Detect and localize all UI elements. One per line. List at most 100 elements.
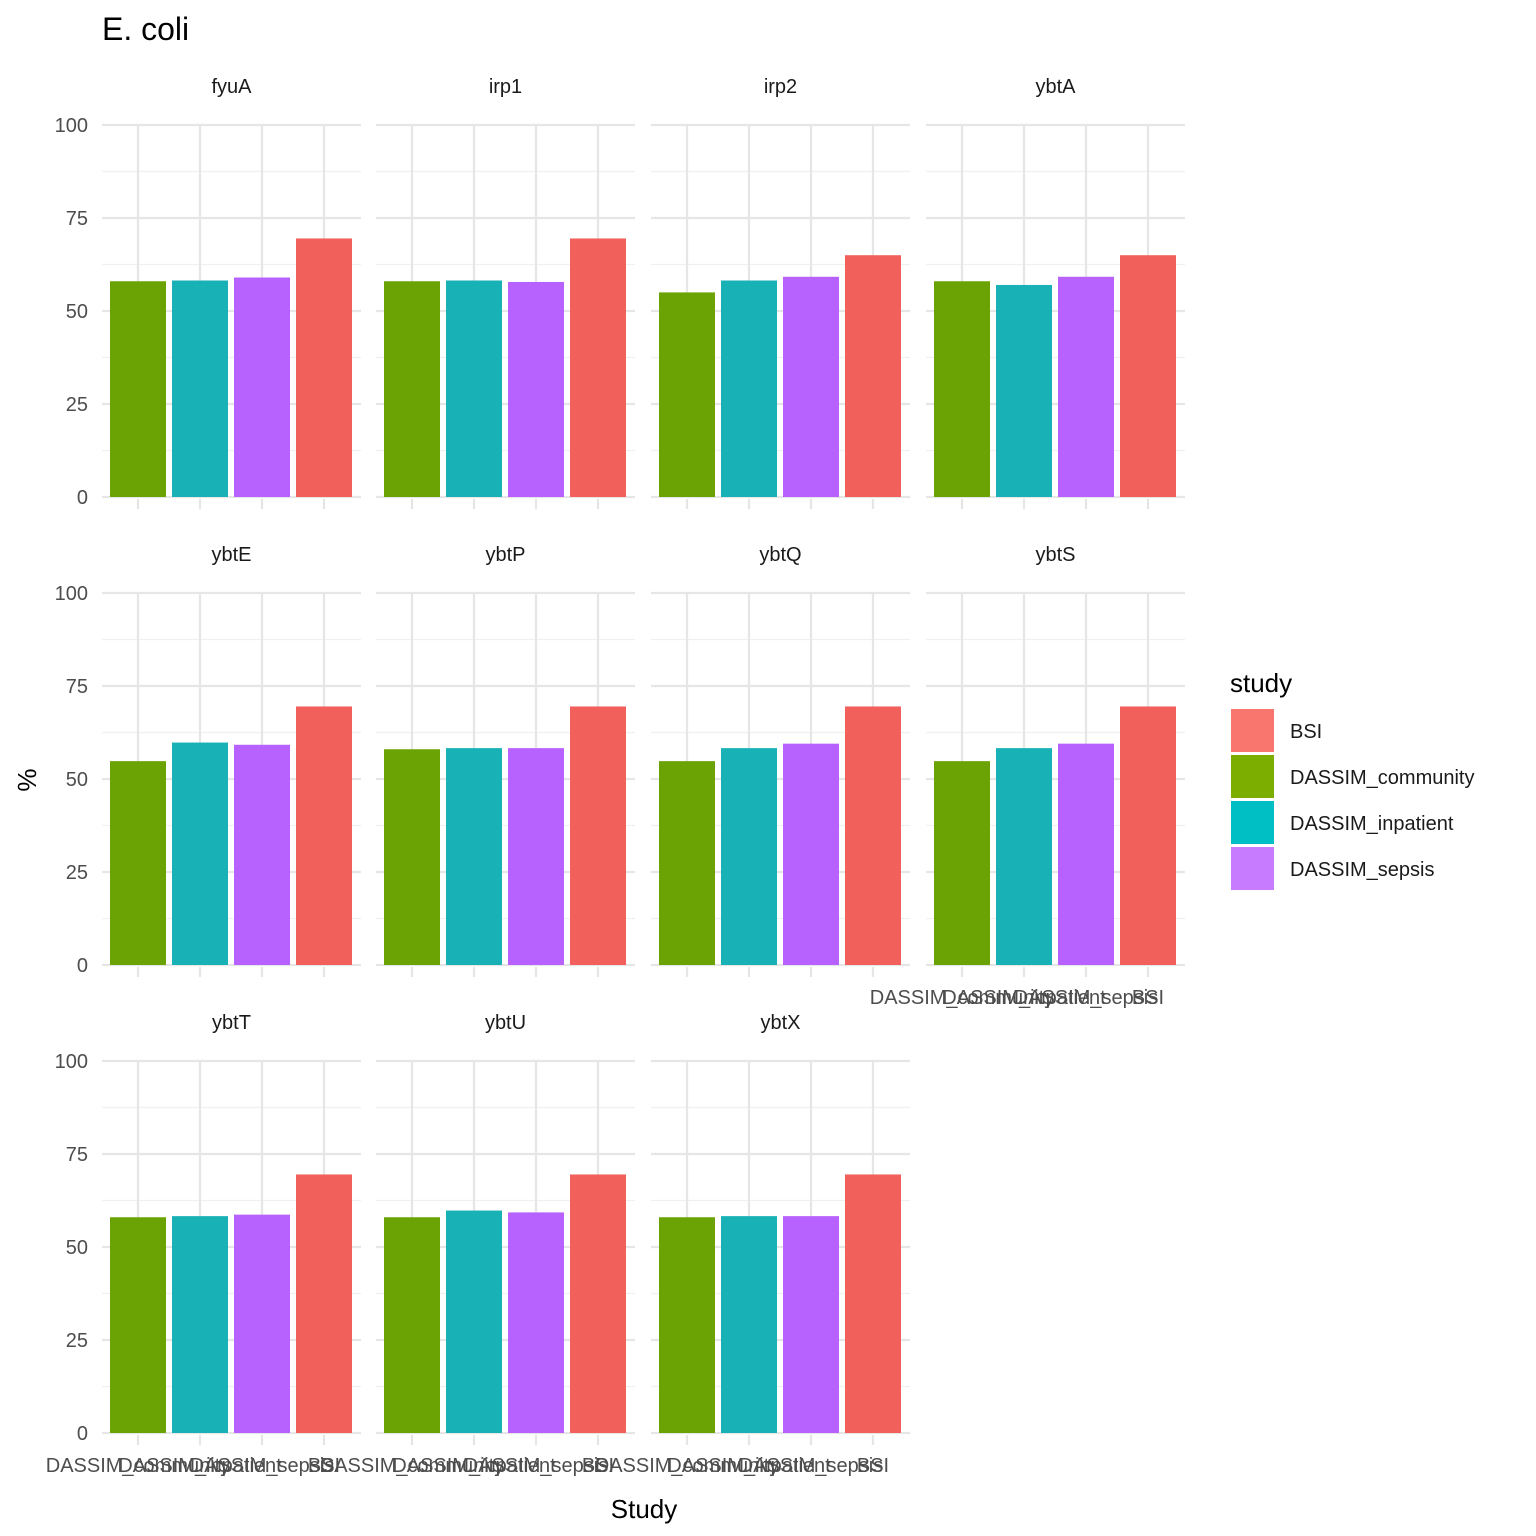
bar-ybtS-DASSIM_sepsis bbox=[1058, 743, 1114, 965]
legend-label-DASSIM_inpatient: DASSIM_inpatient bbox=[1290, 813, 1454, 835]
facet-panel-irp1: irp1 bbox=[376, 76, 635, 509]
bar-ybtX-BSI bbox=[845, 1174, 901, 1433]
x-tick-label: BSI bbox=[582, 1455, 614, 1477]
bar-irp2-DASSIM_inpatient bbox=[721, 280, 777, 497]
bar-fyuA-DASSIM_inpatient bbox=[172, 280, 228, 497]
y-tick-label: 25 bbox=[66, 862, 88, 884]
facet-panel-ybtE: ybtE 0 25 50 75 100 bbox=[55, 544, 361, 977]
facet-label-irp1: irp1 bbox=[489, 76, 522, 98]
bar-ybtT-DASSIM_inpatient bbox=[172, 1216, 228, 1433]
bar-fyuA-DASSIM_sepsis bbox=[234, 277, 290, 497]
legend-title: study bbox=[1230, 668, 1292, 698]
bar-ybtU-DASSIM_inpatient bbox=[446, 1210, 502, 1433]
chart-title: E. coli bbox=[102, 11, 189, 47]
facet-label-irp2: irp2 bbox=[764, 76, 797, 98]
bar-ybtA-DASSIM_inpatient bbox=[996, 284, 1052, 497]
facet-panel-ybtS: ybtS DASSIM_communityDASSIM_inpatientDASS… bbox=[870, 544, 1185, 1009]
bar-ybtS-DASSIM_inpatient bbox=[996, 748, 1052, 965]
facet-label-ybtS: ybtS bbox=[1035, 544, 1075, 566]
x-tick-label: DASSIM_sepsis bbox=[464, 1455, 609, 1477]
facet-label-ybtE: ybtE bbox=[211, 544, 251, 566]
y-tick-label: 50 bbox=[66, 769, 88, 791]
x-tick-label: DASSIM_inpatient bbox=[392, 1455, 556, 1477]
y-tick-label: 100 bbox=[55, 1051, 88, 1073]
facet-panel-irp2: irp2 bbox=[651, 76, 910, 509]
legend: study BSI DASSIM_community DASSIM_inpatien… bbox=[1230, 668, 1475, 890]
bar-ybtQ-BSI bbox=[845, 706, 901, 965]
x-tick-label: DASSIM_sepsis bbox=[1014, 987, 1159, 1009]
x-tick-label: DASSIM_inpatient bbox=[942, 987, 1106, 1009]
facet-label-ybtU: ybtU bbox=[485, 1012, 526, 1034]
x-tick-label: DASSIM_community bbox=[320, 1455, 505, 1477]
facet-label-ybtX: ybtX bbox=[760, 1012, 800, 1034]
facet-panel-fyuA: fyuA 0 25 50 75 100 bbox=[55, 76, 361, 509]
legend-swatch-DASSIM_inpatient bbox=[1231, 801, 1274, 844]
bar-ybtT-BSI bbox=[296, 1174, 352, 1433]
x-tick-label: BSI bbox=[1132, 987, 1164, 1009]
bar-ybtA-BSI bbox=[1120, 255, 1176, 497]
bar-ybtX-DASSIM_inpatient bbox=[721, 1216, 777, 1433]
facet-panel-ybtT: ybtT 0 25 50 75 100 DASSIM_communityDASSIM_inp… bbox=[46, 1012, 361, 1477]
x-tick-label: BSI bbox=[857, 1455, 889, 1477]
x-tick-label: BSI bbox=[308, 1455, 340, 1477]
y-tick-label: 50 bbox=[66, 301, 88, 323]
y-tick-label: 75 bbox=[66, 208, 88, 230]
x-tick-label: DASSIM_sepsis bbox=[190, 1455, 335, 1477]
bar-ybtU-DASSIM_sepsis bbox=[508, 1212, 564, 1433]
facet-panel-ybtA: ybtA bbox=[926, 76, 1185, 509]
facet-panel-ybtQ: ybtQ bbox=[651, 544, 910, 977]
bar-ybtT-DASSIM_community bbox=[110, 1217, 166, 1433]
bar-irp2-DASSIM_sepsis bbox=[783, 276, 839, 497]
bar-ybtE-BSI bbox=[296, 706, 352, 965]
bar-ybtP-DASSIM_inpatient bbox=[446, 748, 502, 965]
bar-ybtP-BSI bbox=[570, 706, 626, 965]
y-tick-label: 0 bbox=[77, 1423, 88, 1445]
legend-swatch-DASSIM_sepsis bbox=[1231, 847, 1274, 890]
bar-ybtA-DASSIM_community bbox=[934, 281, 990, 497]
facet-panel-ybtP: ybtP bbox=[376, 544, 635, 977]
facet-panel-ybtX: ybtX DASSIM_communityDASSIM_inpatientDASS… bbox=[595, 1012, 910, 1477]
x-tick-label: DASSIM_inpatient bbox=[667, 1455, 831, 1477]
legend-swatch-BSI bbox=[1231, 709, 1274, 752]
legend-swatch-DASSIM_community bbox=[1231, 755, 1274, 798]
bar-ybtS-BSI bbox=[1120, 706, 1176, 965]
bar-ybtP-DASSIM_community bbox=[384, 749, 440, 965]
bar-irp2-BSI bbox=[845, 255, 901, 497]
x-tick-label: DASSIM_community bbox=[595, 1455, 780, 1477]
facet-label-ybtA: ybtA bbox=[1035, 76, 1076, 98]
bar-ybtQ-DASSIM_inpatient bbox=[721, 748, 777, 965]
y-tick-label: 50 bbox=[66, 1237, 88, 1259]
bar-fyuA-BSI bbox=[296, 238, 352, 497]
y-tick-label: 100 bbox=[55, 583, 88, 605]
bar-ybtE-DASSIM_sepsis bbox=[234, 744, 290, 965]
bar-ybtQ-DASSIM_community bbox=[659, 761, 715, 965]
bar-ybtQ-DASSIM_sepsis bbox=[783, 743, 839, 965]
bar-irp1-DASSIM_sepsis bbox=[508, 281, 564, 497]
x-tick-label: DASSIM_sepsis bbox=[739, 1455, 884, 1477]
legend-label-DASSIM_community: DASSIM_community bbox=[1290, 767, 1475, 789]
bar-ybtX-DASSIM_community bbox=[659, 1217, 715, 1433]
facet-label-fyuA: fyuA bbox=[211, 76, 252, 98]
bar-irp1-DASSIM_community bbox=[384, 281, 440, 497]
bar-irp2-DASSIM_community bbox=[659, 292, 715, 497]
y-axis-title: % bbox=[12, 768, 42, 791]
y-tick-label: 25 bbox=[66, 1330, 88, 1352]
facet-label-ybtQ: ybtQ bbox=[759, 544, 801, 566]
x-axis-title: Study bbox=[611, 1494, 678, 1524]
y-tick-label: 75 bbox=[66, 676, 88, 698]
bar-ybtE-DASSIM_community bbox=[110, 761, 166, 965]
facet-panel-ybtU: ybtU DASSIM_communityDASSIM_inpatientDASS… bbox=[320, 1012, 635, 1477]
bar-irp1-DASSIM_inpatient bbox=[446, 280, 502, 497]
bar-ybtX-DASSIM_sepsis bbox=[783, 1216, 839, 1433]
y-tick-label: 25 bbox=[66, 394, 88, 416]
x-tick-label: DASSIM_community bbox=[46, 1455, 231, 1477]
x-tick-label: DASSIM_community bbox=[870, 987, 1055, 1009]
bar-ybtS-DASSIM_community bbox=[934, 761, 990, 965]
bar-fyuA-DASSIM_community bbox=[110, 281, 166, 497]
x-tick-label: DASSIM_inpatient bbox=[118, 1455, 282, 1477]
legend-label-DASSIM_sepsis: DASSIM_sepsis bbox=[1290, 859, 1435, 881]
bar-ybtT-DASSIM_sepsis bbox=[234, 1214, 290, 1433]
bar-ybtP-DASSIM_sepsis bbox=[508, 748, 564, 965]
bar-ybtE-DASSIM_inpatient bbox=[172, 742, 228, 965]
